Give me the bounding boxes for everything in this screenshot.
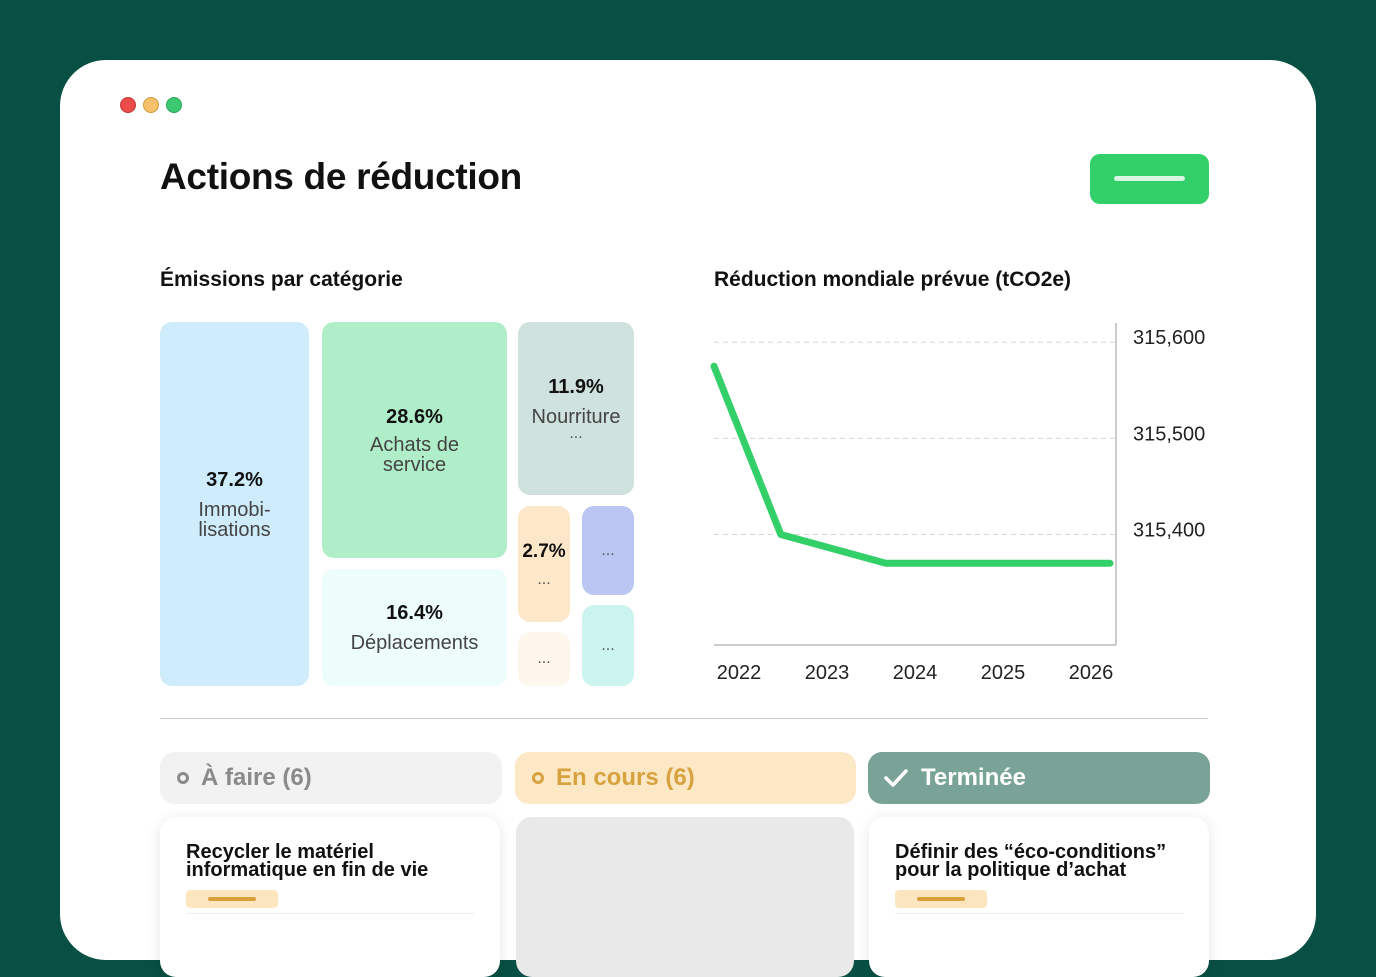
- tile-label: Nourriture: [531, 406, 621, 428]
- card-tag: [895, 890, 987, 908]
- status-tab-done[interactable]: Terminée: [868, 752, 1210, 804]
- x-tick-label: 2023: [805, 662, 850, 684]
- tile-label: Immobi- lisations: [198, 498, 271, 541]
- status-tab-todo[interactable]: À faire (6): [160, 752, 502, 804]
- action-card-done[interactable]: Définir des “éco-conditions” pour la pol…: [869, 817, 1209, 977]
- card-title: Recycler le matériel informatique en fin…: [186, 841, 429, 881]
- card-tag: [186, 890, 278, 908]
- tile-ellipsis: ...: [601, 541, 615, 559]
- tile-ellipsis: ...: [537, 571, 551, 588]
- card-divider: [895, 913, 1183, 914]
- header-action-button[interactable]: [1090, 154, 1209, 204]
- status-tab-in-progress[interactable]: En cours (6): [515, 752, 856, 804]
- reduction-section-title: Réduction mondiale prévue (tCO2e): [714, 268, 1072, 291]
- app-window: Actions de réduction Émissions par catég…: [60, 60, 1316, 977]
- tile-small-purple[interactable]: ...: [582, 506, 634, 595]
- section-divider: [160, 718, 1208, 719]
- series-line: [710, 362, 1114, 567]
- tile-label: Achats de service: [370, 433, 459, 476]
- tile-label: Déplacements: [350, 632, 479, 654]
- minimize-window-icon[interactable]: [143, 97, 159, 113]
- tile-ellipsis: ...: [537, 650, 551, 667]
- emissions-section-title: Émissions par catégorie: [160, 268, 403, 291]
- tile-percentage: 11.9%: [548, 376, 604, 398]
- tile-ellipsis: ...: [569, 425, 583, 442]
- tile-percentage: 28.6%: [386, 405, 443, 428]
- maximize-window-icon[interactable]: [166, 97, 182, 113]
- tile-percentage: 16.4%: [386, 602, 443, 624]
- close-window-icon[interactable]: [120, 97, 136, 113]
- y-tick-label: 315,600: [1133, 327, 1205, 349]
- status-tab-label: À faire (6): [201, 764, 312, 791]
- reduction-line-chart: 315,600 315,500 315,400 2022 2023 2024 2025 202…: [710, 323, 1205, 684]
- status-tab-label: Terminée: [921, 764, 1026, 791]
- tile-ellipsis: ...: [601, 636, 615, 654]
- button-label-placeholder: [1114, 176, 1185, 181]
- tile-immobilisations[interactable]: 37.2% Immobi- lisations: [160, 322, 309, 686]
- x-tick-label: 2022: [717, 662, 762, 684]
- tile-achats-de-service[interactable]: 28.6% Achats de service: [322, 322, 507, 558]
- checkmark-icon: [884, 769, 908, 787]
- y-tick-label: 315,500: [1133, 423, 1205, 445]
- tile-percentage: 37.2%: [206, 468, 263, 491]
- tile-small-teal[interactable]: ...: [582, 605, 634, 686]
- window-controls: [120, 97, 182, 113]
- y-tick-label: 315,400: [1133, 519, 1205, 541]
- action-card-placeholder: [516, 817, 854, 977]
- page-title: Actions de réduction: [160, 156, 522, 197]
- x-tick-label: 2024: [893, 662, 938, 684]
- circle-icon: [177, 772, 189, 784]
- card-divider: [186, 913, 474, 914]
- tile-small-orange[interactable]: 2.7% ...: [518, 506, 570, 622]
- action-card-todo[interactable]: Recycler le matériel informatique en fin…: [160, 817, 500, 977]
- tile-deplacements[interactable]: 16.4% Déplacements: [322, 569, 507, 686]
- tile-percentage: 2.7%: [522, 541, 566, 562]
- x-tick-label: 2025: [981, 662, 1026, 684]
- status-tab-label: En cours (6): [556, 764, 695, 791]
- circle-icon: [532, 772, 544, 784]
- x-tick-label: 2026: [1069, 662, 1114, 684]
- tile-nourriture[interactable]: 11.9% Nourriture ...: [518, 322, 634, 495]
- tile-small-cream[interactable]: ...: [518, 632, 570, 686]
- card-title: Définir des “éco-conditions” pour la pol…: [895, 841, 1167, 881]
